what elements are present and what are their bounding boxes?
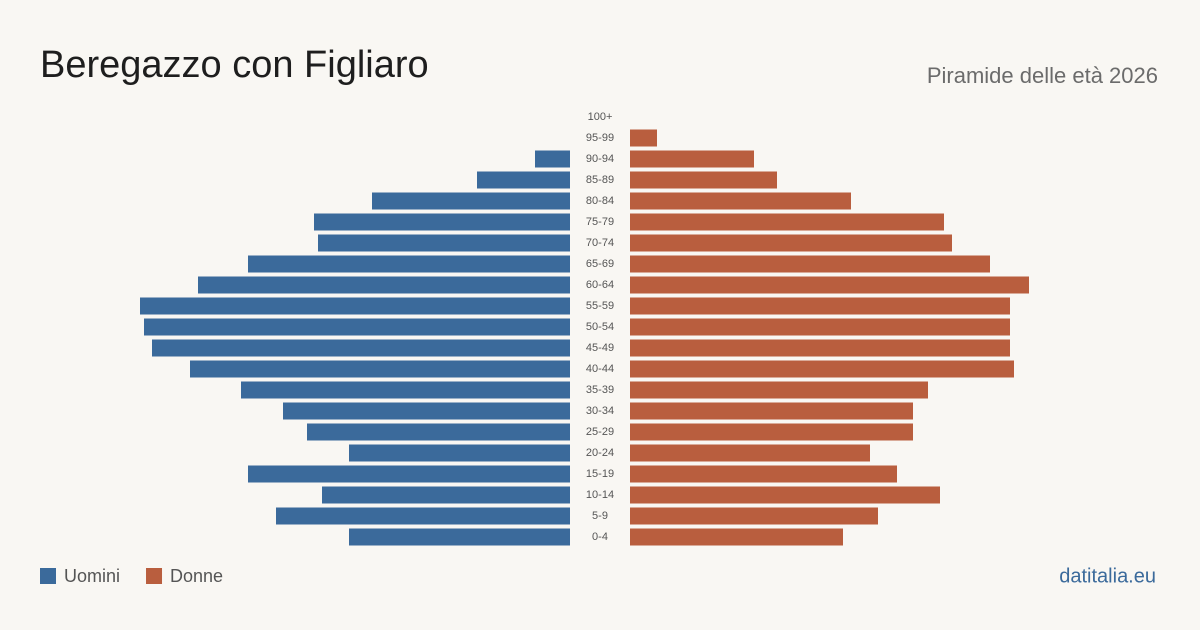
bar-male — [241, 381, 570, 399]
bar-female — [630, 192, 851, 210]
age-label: 90-94 — [586, 153, 614, 165]
bar-female — [630, 444, 870, 462]
age-label: 45-49 — [586, 342, 614, 354]
bar-male — [248, 465, 570, 483]
bar-male — [322, 486, 570, 504]
age-label: 55-59 — [586, 300, 614, 312]
age-label: 5-9 — [592, 510, 608, 522]
bar-female — [630, 213, 944, 231]
age-label: 35-39 — [586, 384, 614, 396]
legend-swatch — [146, 568, 163, 584]
bar-female — [630, 507, 878, 525]
age-label: 70-74 — [586, 237, 614, 249]
bar-female — [630, 276, 1029, 294]
age-label: 40-44 — [586, 363, 614, 375]
age-label: 75-79 — [586, 216, 614, 228]
bar-female — [630, 360, 1014, 378]
bar-female — [630, 171, 777, 189]
age-label: 15-19 — [586, 468, 614, 480]
bar-male — [307, 423, 570, 441]
legend-label: Uomini — [64, 566, 120, 586]
age-label: 20-24 — [586, 447, 614, 459]
age-label: 10-14 — [586, 489, 614, 501]
bar-male — [198, 276, 570, 294]
bar-female — [630, 423, 913, 441]
bar-male — [144, 318, 570, 336]
chart-title: Beregazzo con Figliaro — [40, 44, 429, 86]
bar-male — [372, 192, 570, 210]
bar-female — [630, 255, 990, 273]
age-label: 65-69 — [586, 258, 614, 270]
bar-male — [190, 360, 570, 378]
bar-male — [535, 150, 570, 168]
bar-female — [630, 381, 928, 399]
source: datitalia.eu — [1059, 565, 1156, 587]
age-label: 60-64 — [586, 279, 614, 291]
age-label: 85-89 — [586, 174, 614, 186]
bar-female — [630, 318, 1010, 336]
age-label: 30-34 — [586, 405, 614, 417]
bar-male — [140, 297, 570, 315]
age-label: 0-4 — [592, 531, 608, 543]
bar-male — [283, 402, 570, 420]
bar-male — [152, 339, 570, 357]
age-label: 25-29 — [586, 426, 614, 438]
bar-male — [349, 528, 570, 546]
chart-subtitle: Piramide delle età 2026 — [927, 63, 1158, 88]
bar-female — [630, 486, 940, 504]
bar-male — [318, 234, 570, 252]
bar-female — [630, 129, 657, 147]
bar-male — [477, 171, 570, 189]
age-label: 80-84 — [586, 195, 614, 207]
bar-female — [630, 297, 1010, 315]
bar-female — [630, 402, 913, 420]
legend-label: Donne — [170, 566, 223, 586]
bar-male — [276, 507, 570, 525]
age-label: 95-99 — [586, 132, 614, 144]
bar-male — [314, 213, 570, 231]
legend-swatch — [40, 568, 56, 584]
bar-male — [349, 444, 570, 462]
bar-female — [630, 150, 754, 168]
bar-female — [630, 528, 843, 546]
bar-female — [630, 339, 1010, 357]
bar-female — [630, 234, 952, 252]
age-label: 100+ — [588, 111, 613, 123]
bar-female — [630, 465, 897, 483]
age-label: 50-54 — [586, 321, 614, 333]
bar-male — [248, 255, 570, 273]
